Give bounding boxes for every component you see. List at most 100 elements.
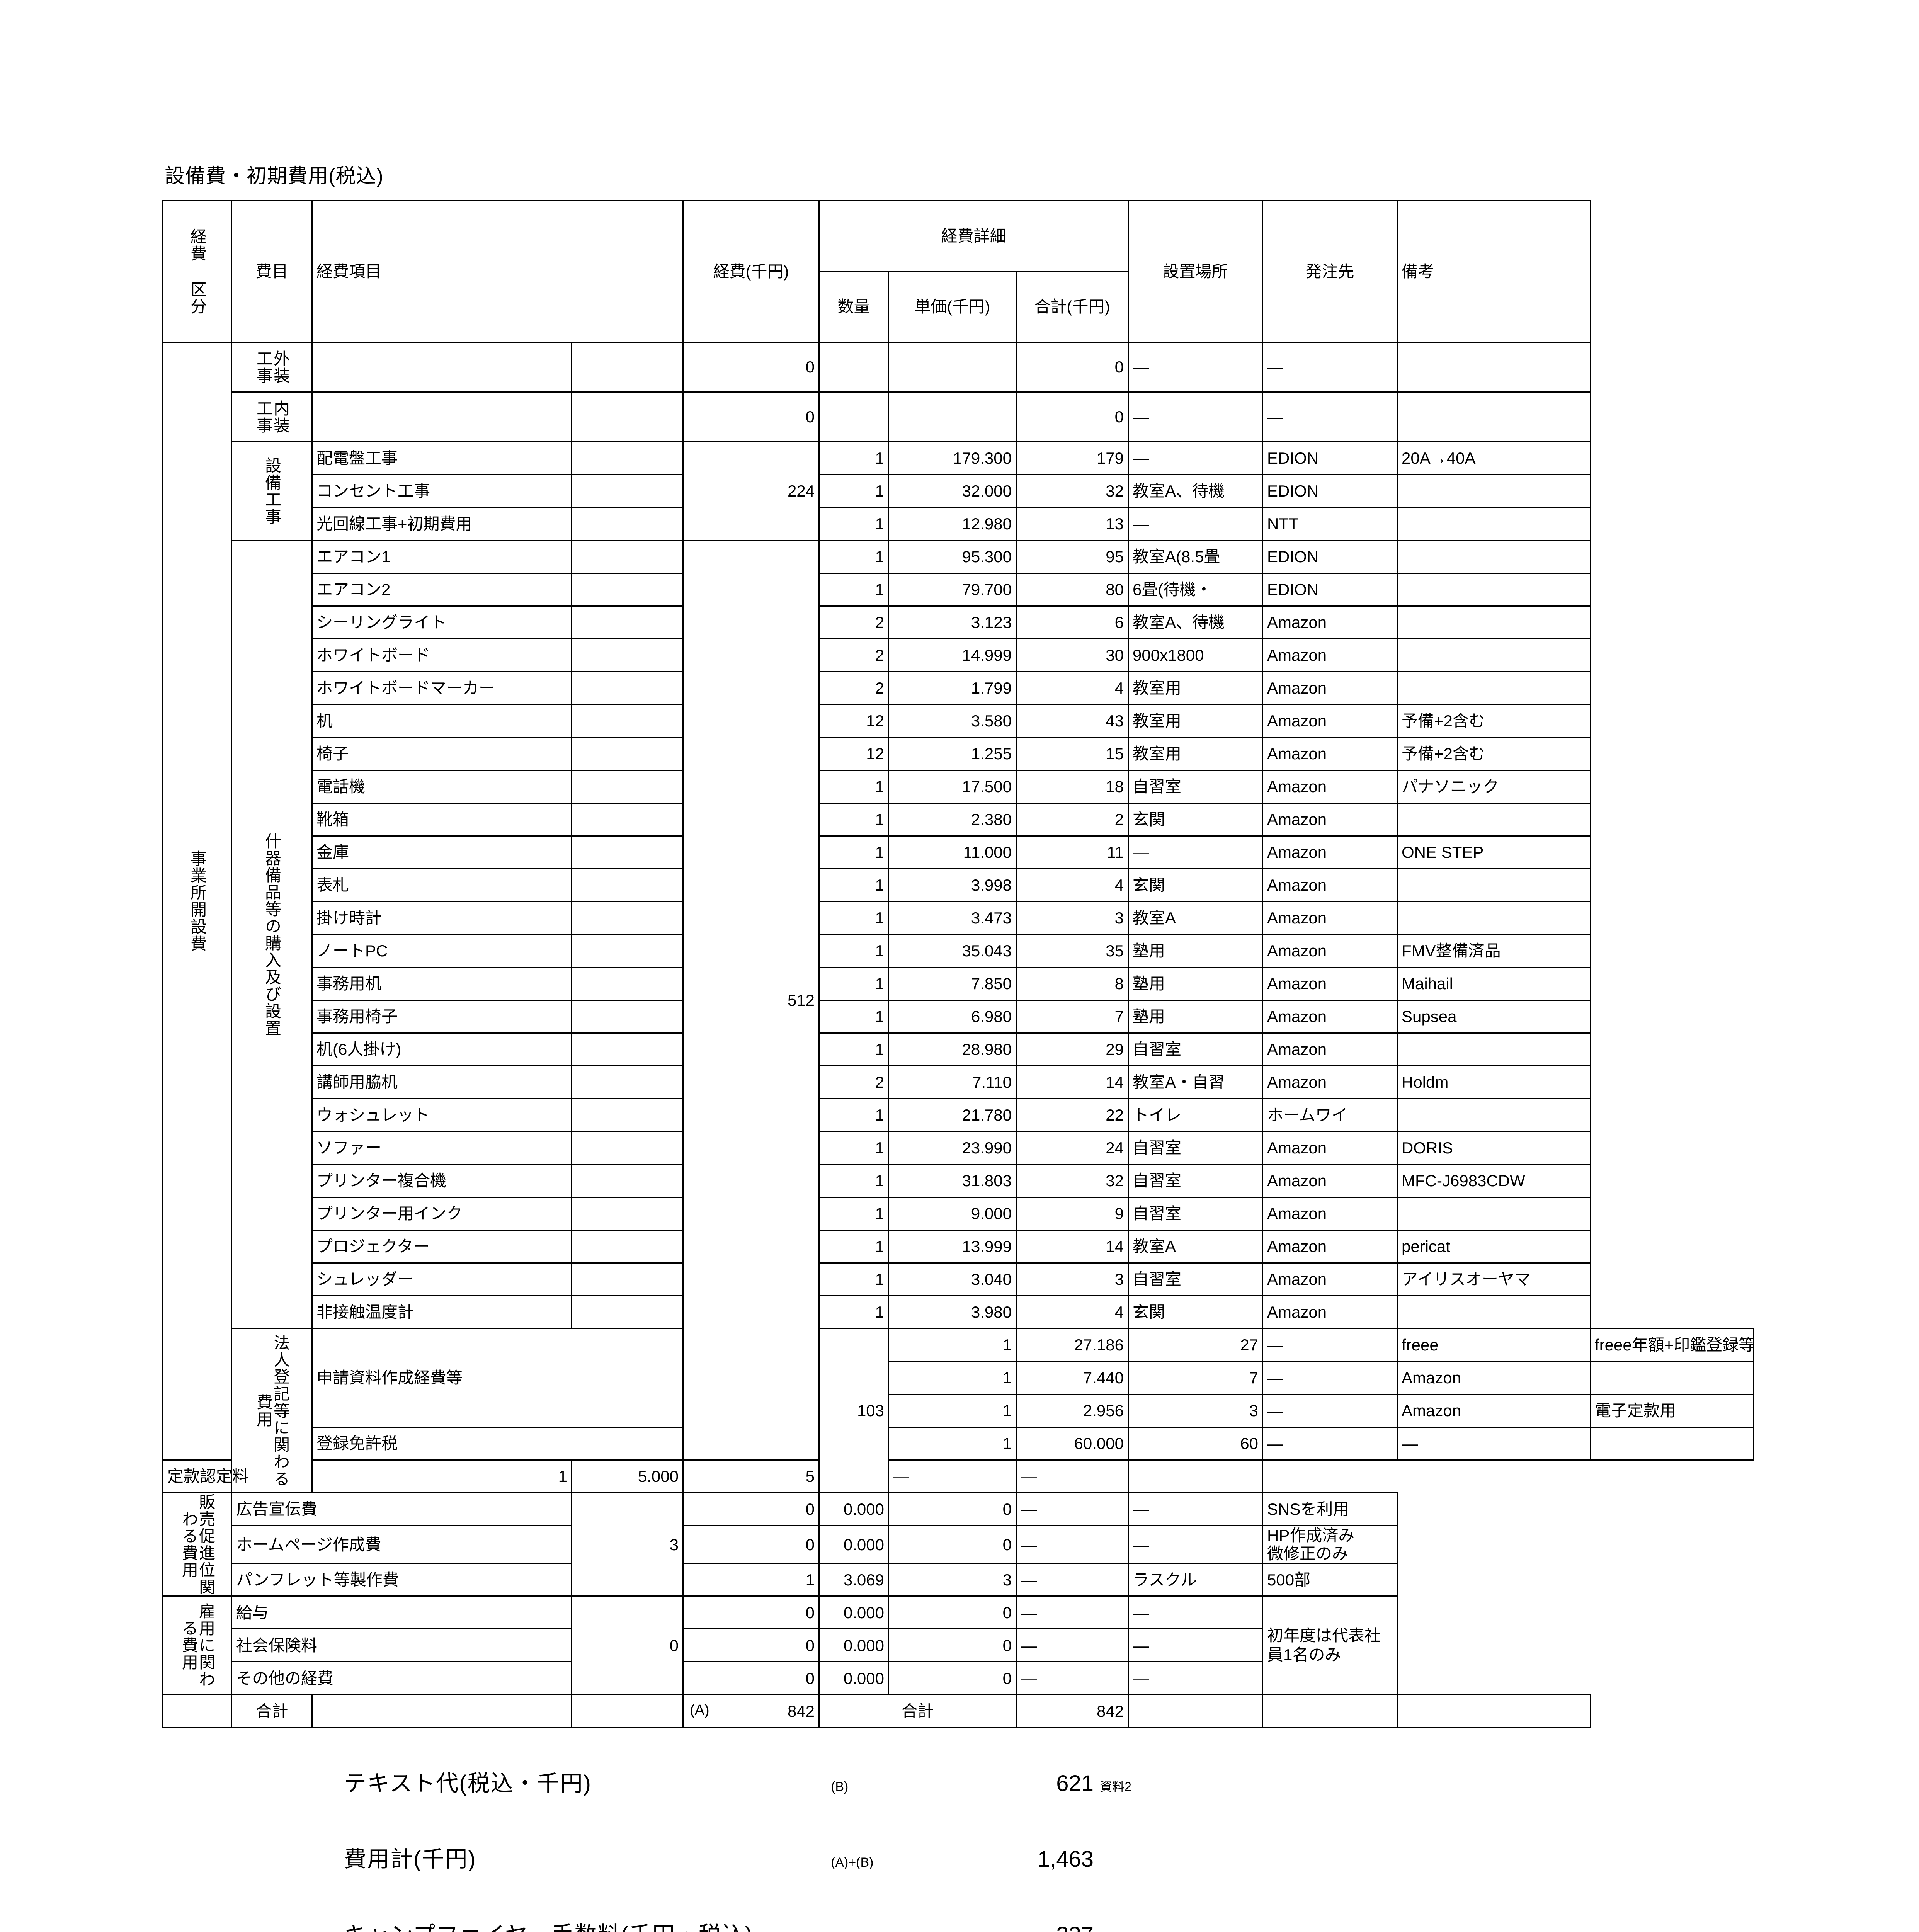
cell-hatchusaki: EDION xyxy=(1262,540,1398,574)
table-row: 定款認定料 1 5.000 5 — — xyxy=(162,1459,1754,1493)
cell-tanka: 3.123 xyxy=(888,605,1017,639)
header-keihi-kubun: 経費 区分 xyxy=(162,200,232,343)
cell-setchi-basho: — xyxy=(1262,1328,1398,1362)
cell-keihi-koumoku: 電話機 xyxy=(311,770,572,804)
cell-keihi-koumoku: 掛け時計 xyxy=(311,901,572,935)
cell-goukei: 35 xyxy=(1016,934,1129,968)
cell-setchi-basho: 自習室 xyxy=(1128,1262,1264,1296)
cell-goukei: 29 xyxy=(1016,1032,1129,1066)
cell-setchi-basho: 6畳(待機・ xyxy=(1128,573,1264,607)
table-header: 経費 区分 費目 経費項目 経費(千円) 経費詳細 設置場所 発注先 備考 数量… xyxy=(162,200,1754,343)
cell-keihi-koumoku: ソファー xyxy=(311,1131,572,1165)
cell-suryo: 1 xyxy=(818,934,890,968)
cell-tanka: 179.300 xyxy=(888,441,1017,475)
cell-bikou xyxy=(1590,1361,1754,1395)
cell-goukei: 13 xyxy=(1016,507,1129,541)
cell-keihi-amount: 0 xyxy=(682,342,820,393)
cell-tanka: 35.043 xyxy=(888,934,1017,968)
cell-keihi-subitem xyxy=(571,1295,684,1329)
cell-keihi-koumoku: 机 xyxy=(311,704,572,738)
table-row: 椅子 12 1.255 15 教室用 Amazon 予備+2含む xyxy=(163,737,1754,771)
cell-goukei: 27 xyxy=(1128,1328,1264,1362)
cell-keihi-koumoku: パンフレット等製作費 xyxy=(231,1563,572,1597)
cell-bikou: 電子定款用 xyxy=(1590,1394,1754,1428)
cell-bikou: 500部 xyxy=(1262,1563,1398,1597)
cell-suryo: 1 xyxy=(818,1295,890,1329)
cell-total-spacer xyxy=(162,1694,232,1728)
cell-suryo: 1 xyxy=(818,1262,890,1296)
cell-bikou: Maihail xyxy=(1397,967,1591,1001)
header-row-2: 数量 単価(千円) 合計(千円) xyxy=(163,271,1754,343)
cell-hatchusaki: — xyxy=(1128,1492,1264,1526)
cell-suryo: 0 xyxy=(682,1595,820,1630)
cell-suryo: 1 xyxy=(818,1098,890,1132)
cell-suryo: 2 xyxy=(818,605,890,639)
cell-keihi-koumoku: 申請資料作成経費等 xyxy=(311,1328,684,1428)
summary-code: (B) xyxy=(831,1779,849,1794)
cell-hatchusaki: — xyxy=(1016,1459,1129,1493)
table-row: 1 7.440 7— Amazon xyxy=(163,1361,1754,1395)
cell-suryo: 1 xyxy=(818,835,890,869)
cell-keihi-koumoku: プリンター複合機 xyxy=(311,1164,572,1198)
cell-goukei: 7 xyxy=(1128,1361,1264,1395)
table-row: エアコン2 1 79.700 80 6畳(待機・ EDION xyxy=(163,573,1754,607)
cell-goukei: 4 xyxy=(1016,868,1129,902)
cell-goukei: 0 xyxy=(888,1492,1017,1526)
cell-setchi-basho: 教室A・自習 xyxy=(1128,1065,1264,1099)
header-goukei: 合計(千円) xyxy=(1016,271,1129,343)
cell-goukei: 22 xyxy=(1016,1098,1129,1132)
cell-setchi-basho: 塾用 xyxy=(1128,967,1264,1001)
cell-tanka xyxy=(888,342,1017,393)
table-row: プロジェクター 1 13.999 14 教室A Amazon pericat xyxy=(163,1230,1754,1264)
cell-keihi-kubun: 販売促進位関わる費用 xyxy=(162,1492,232,1597)
table-row: 什器備品等の購入及び設置 エアコン1 512 1 95.300 95 教室A(8.5畳 EDI… xyxy=(163,540,1754,1461)
cell-suryo: 1 xyxy=(818,540,890,574)
cell-keihi-koumoku: 配電盤工事 xyxy=(311,441,572,475)
cell-keihi-subitem xyxy=(571,967,684,1001)
cell-suryo: 1 xyxy=(818,770,890,804)
cell-setchi-basho: — xyxy=(1262,1361,1398,1395)
cell-tanka: 17.500 xyxy=(888,770,1017,804)
cell-keihi-subitem xyxy=(571,1262,684,1296)
cell-bikou xyxy=(1397,474,1591,508)
cell-hatchusaki: ホームワイ xyxy=(1262,1098,1398,1132)
cell-total-detail-value: 842 xyxy=(1016,1694,1129,1728)
cell-keihi-koumoku: ホームページ作成費 xyxy=(231,1525,572,1564)
cell-keihi-kubun-label: 事業所開設費 xyxy=(188,850,207,952)
cell-total-keihi: (A) 842 xyxy=(682,1694,820,1728)
cell-bikou: ONE STEP xyxy=(1397,835,1591,869)
table-row: シーリングライト 2 3.123 6 教室A、待機 Amazon xyxy=(163,605,1754,639)
cell-goukei: 4 xyxy=(1016,1295,1129,1329)
table-row: 靴箱 1 2.380 2 玄関 Amazon xyxy=(163,803,1754,837)
cell-keihi-koumoku: ホワイトボード xyxy=(311,638,572,672)
header-hatchusaki: 発注先 xyxy=(1262,200,1398,343)
cell-hatchusaki: EDION xyxy=(1262,573,1398,607)
cell-goukei: 32 xyxy=(1016,474,1129,508)
cell-tanka: 14.999 xyxy=(888,638,1017,672)
cell-hatchusaki: Amazon xyxy=(1262,638,1398,672)
cell-keihi-koumoku: 椅子 xyxy=(311,737,572,771)
cell-hatchusaki: NTT xyxy=(1262,507,1398,541)
cell-suryo: 2 xyxy=(818,638,890,672)
cell-keihi-koumoku: 登録免許税 xyxy=(311,1427,684,1461)
cell-suryo: 1 xyxy=(818,573,890,607)
cell-suryo: 0 xyxy=(682,1492,820,1526)
cell-bikou: Holdm xyxy=(1397,1065,1591,1099)
cell-keihi-koumoku xyxy=(311,391,572,442)
cell-suryo: 1 xyxy=(818,901,890,935)
table-row: 掛け時計 1 3.473 3 教室A Amazon xyxy=(163,901,1754,935)
table-row: 金庫 1 11.000 11— Amazon ONE STEP xyxy=(163,835,1754,869)
cell-tanka: 32.000 xyxy=(888,474,1017,508)
cell-setchi-basho: 900x1800 xyxy=(1128,638,1264,672)
table-row: 事業所開設費 外装工事 0 0— — xyxy=(162,342,1754,1461)
cell-suryo: 1 xyxy=(818,441,890,475)
cell-suryo xyxy=(818,391,890,442)
table-row: 非接触温度計 1 3.980 4 玄関 Amazon xyxy=(163,1295,1754,1329)
cell-suryo: 1 xyxy=(888,1427,1017,1461)
cell-keihi-koumoku: ノートPC xyxy=(311,934,572,968)
cell-tanka: 21.780 xyxy=(888,1098,1017,1132)
cell-keihi-subitem xyxy=(571,1197,684,1231)
cell-tanka: 0.000 xyxy=(818,1525,890,1564)
cell-keihi-subitem xyxy=(571,1131,684,1165)
cell-keihi-subitem xyxy=(571,474,684,508)
